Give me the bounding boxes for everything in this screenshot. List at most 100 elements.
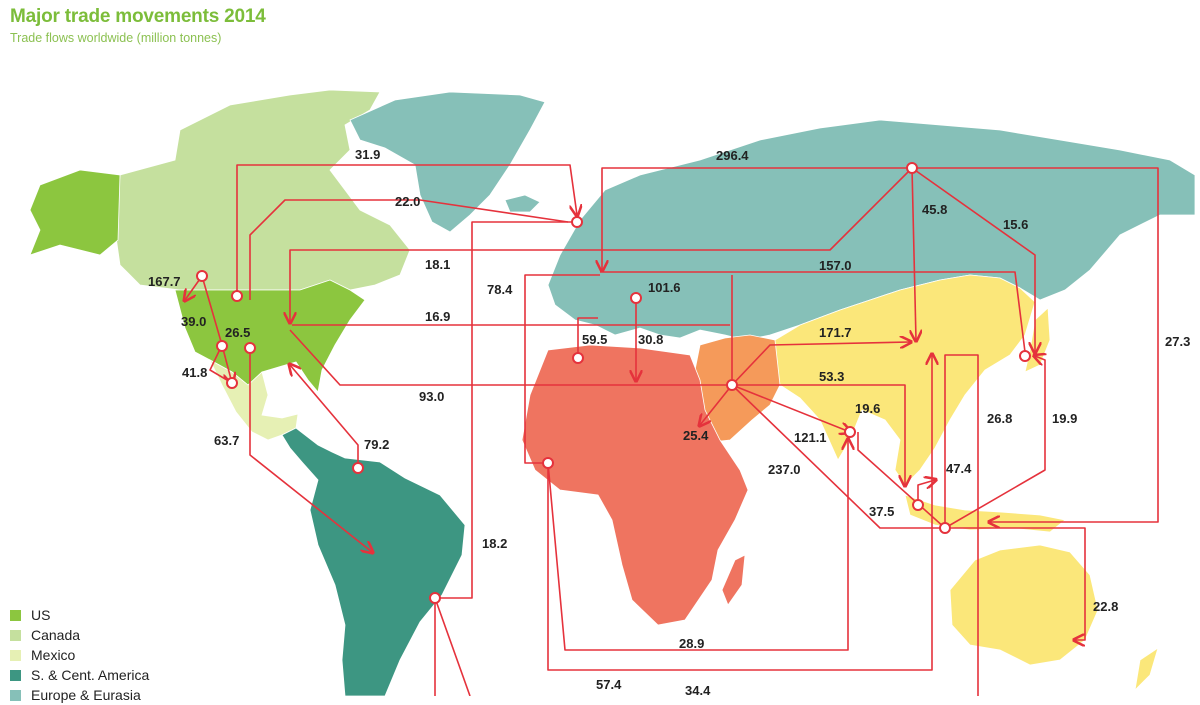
flow-label: 121.1 <box>794 430 827 445</box>
flow-line-russia-china <box>912 167 916 340</box>
flow-label: 30.8 <box>638 332 664 347</box>
origin-marker <box>196 270 208 282</box>
origin-marker <box>1019 350 1031 362</box>
flow-line-us-europe <box>236 164 577 295</box>
legend-item: Mexico <box>10 645 149 665</box>
flow-label: 22.0 <box>395 194 421 209</box>
map-legend: US Canada Mexico S. & Cent. America Euro… <box>10 605 149 705</box>
flow-line-mideast-asia <box>732 384 905 485</box>
origin-marker <box>630 292 642 304</box>
flow-label: 25.4 <box>683 428 709 443</box>
legend-swatch <box>10 649 21 661</box>
map-subtitle: Trade flows worldwide (million tonnes) <box>10 31 222 45</box>
origin-marker <box>244 342 256 354</box>
legend-item: US <box>10 605 149 625</box>
flow-line-europe-asia <box>600 271 1026 353</box>
flow-label: 167.7 <box>148 274 181 289</box>
flow-line-caribbean-us <box>290 365 359 468</box>
region-australia <box>949 544 1099 666</box>
flow-line-canada-europe <box>249 199 569 300</box>
origin-marker <box>572 352 584 364</box>
flow-label: 27.3 <box>1165 334 1191 349</box>
origin-marker <box>226 377 238 389</box>
legend-label: Europe & Eurasia <box>31 687 141 703</box>
flow-label: 101.6 <box>648 280 681 295</box>
flow-line-us-mexico <box>209 344 233 384</box>
flow-label: 45.8 <box>922 202 948 217</box>
legend-swatch <box>10 669 21 681</box>
legend-label: S. & Cent. America <box>31 667 150 683</box>
legend-swatch <box>10 689 21 701</box>
flow-label: 22.8 <box>1093 599 1119 614</box>
flow-label: 57.4 <box>596 677 622 692</box>
flow-line-australia-asia <box>945 527 1086 640</box>
legend-label: Mexico <box>31 647 76 663</box>
flow-label: 53.3 <box>819 369 845 384</box>
flow-line-africa-india <box>547 440 848 651</box>
flow-line-mideast-india <box>731 384 850 432</box>
flow-label: 18.2 <box>482 536 508 551</box>
origin-marker <box>906 162 918 174</box>
legend-item: Europe & Eurasia <box>10 685 149 705</box>
flow-label: 171.7 <box>819 325 852 340</box>
region-south-central-america <box>281 427 466 696</box>
flow-line-africa-europe-1 <box>577 317 598 356</box>
flow-label: 93.0 <box>419 389 445 404</box>
flow-line-us-south <box>249 348 372 552</box>
flow-label: 63.7 <box>214 433 240 448</box>
flow-label: 47.4 <box>946 461 972 476</box>
flow-label: 28.9 <box>679 636 705 651</box>
origin-marker <box>939 522 951 534</box>
origin-marker <box>352 462 364 474</box>
flow-line-s-america-europe <box>524 274 600 464</box>
regions <box>29 89 1196 696</box>
flow-label: 19.6 <box>855 401 881 416</box>
flow-line-mideast-africa <box>700 384 733 425</box>
legend-label: Canada <box>31 627 81 643</box>
origin-marker <box>571 216 583 228</box>
flow-label: 296.4 <box>716 148 749 163</box>
legend-item: S. & Cent. America <box>10 665 149 685</box>
flow-label: 79.2 <box>364 437 390 452</box>
legend-item: Canada <box>10 625 149 645</box>
origin-markers <box>196 162 1031 604</box>
flow-line-africa-asia <box>547 355 932 671</box>
origin-marker <box>844 426 856 438</box>
flow-line-russia-us <box>290 167 913 322</box>
origin-marker <box>912 499 924 511</box>
origin-marker <box>542 457 554 469</box>
flow-label: 237.0 <box>768 462 801 477</box>
flow-line-russia-east <box>912 167 1159 522</box>
region-new-zealand <box>1134 647 1159 692</box>
flow-line-mideast-indonesia <box>731 384 945 529</box>
flow-label: 26.8 <box>987 411 1013 426</box>
legend-label: US <box>31 607 51 623</box>
flow-label: 39.0 <box>181 314 207 329</box>
origin-marker <box>429 592 441 604</box>
origin-marker <box>726 379 738 391</box>
flow-line-mideast-us <box>289 329 732 386</box>
flow-label: 26.5 <box>225 325 251 340</box>
flow-label: 37.5 <box>869 504 895 519</box>
region-africa <box>521 344 749 626</box>
region-us-alaska <box>29 169 121 256</box>
flow-line-se-asia <box>917 480 935 505</box>
flow-label: 34.4 <box>685 683 711 698</box>
origin-marker <box>216 340 228 352</box>
flow-label: 78.4 <box>487 282 513 297</box>
flow-line-mideast-east <box>731 342 910 386</box>
flow-label: 16.9 <box>425 309 451 324</box>
flow-label: 15.6 <box>1003 217 1029 232</box>
flow-label: 19.9 <box>1052 411 1078 426</box>
flow-line-brazil-south-2 <box>434 597 471 696</box>
flow-line-russia-japan <box>911 167 1035 352</box>
region-iceland <box>504 194 541 213</box>
legend-swatch <box>10 609 21 621</box>
map-title: Major trade movements 2014 <box>10 6 266 27</box>
flow-label: 31.9 <box>355 147 381 162</box>
origin-marker <box>231 290 243 302</box>
legend-swatch <box>10 629 21 641</box>
region-greenland <box>349 91 546 233</box>
flow-label: 18.1 <box>425 257 451 272</box>
